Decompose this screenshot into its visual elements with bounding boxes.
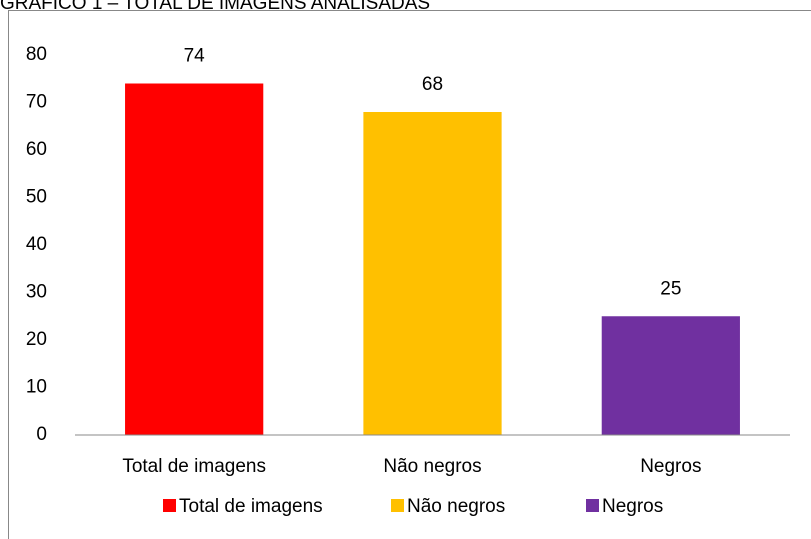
x-tick-label: Negros	[640, 456, 701, 477]
legend-label: Total de imagens	[179, 496, 323, 517]
y-tick-label: 30	[26, 282, 47, 303]
y-tick-label: 0	[36, 424, 47, 445]
x-tick-label: Total de imagens	[122, 456, 266, 477]
y-tick-label: 70	[26, 92, 47, 113]
y-tick-label: 20	[26, 329, 47, 350]
y-tick-label: 50	[26, 187, 47, 208]
legend-label: Negros	[602, 496, 663, 517]
legend-label: Não negros	[407, 496, 505, 517]
legend-swatch	[163, 499, 176, 512]
chart-frame	[8, 10, 811, 539]
bar	[363, 112, 502, 435]
legend-swatch	[586, 499, 599, 512]
bar	[125, 83, 264, 435]
data-label: 74	[184, 46, 206, 67]
data-label: 25	[660, 278, 681, 299]
data-label: 68	[422, 74, 443, 95]
legend-swatch	[391, 499, 404, 512]
x-tick-label: Não negros	[383, 456, 481, 477]
y-tick-label: 10	[26, 377, 47, 398]
bar	[601, 316, 740, 435]
y-tick-label: 60	[26, 139, 47, 160]
chart-title: GRÁFICO 1 – TOTAL DE IMAGENS ANALISADAS	[0, 0, 430, 14]
y-tick-label: 40	[26, 234, 47, 255]
y-tick-label: 80	[26, 44, 47, 65]
